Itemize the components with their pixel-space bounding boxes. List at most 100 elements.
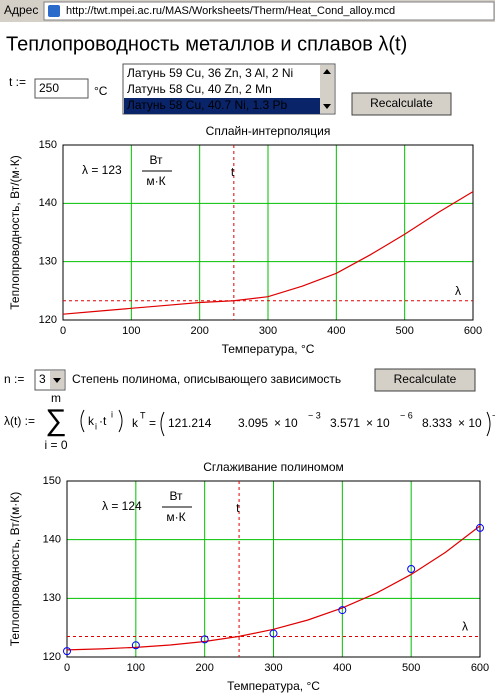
x-axis-label: Температура, °C [222, 342, 315, 356]
coef-base: × 10 [458, 416, 482, 430]
data-point [476, 523, 484, 532]
alloy-item[interactable]: Латунь 58 Cu, 40.7 Ni, 1.3 Pb [127, 98, 288, 112]
recalc-label[interactable]: Recalculate [370, 96, 433, 110]
vector-transpose: T [140, 410, 146, 420]
curve [62, 191, 474, 315]
data-point [131, 641, 140, 650]
term-mid: ·t [99, 414, 107, 428]
alloy-item[interactable]: Латунь 59 Cu, 36 Zn, 3 Al, 2 Ni [127, 66, 293, 80]
x-tick-label: 100 [127, 662, 145, 674]
x-axis-label: Температура, °C [227, 679, 320, 693]
x-tick-label: 600 [464, 325, 482, 337]
y-tick-label: 140 [39, 197, 57, 209]
data-point [269, 629, 278, 638]
alloy-rows: Латунь 59 Cu, 36 Zn, 3 Al, 2 Ni Латунь 58… [124, 66, 320, 114]
y-tick-label: 150 [43, 475, 61, 487]
recalc-button[interactable] [374, 368, 476, 392]
y-tick-label: 130 [39, 256, 57, 268]
annotation-unit-bottom: м·К [146, 174, 165, 188]
n-description: Степень полинома, описывающего зависимос… [72, 372, 341, 386]
chart: Сплайн-интерполяция 0 100 200 300 400 500 600 12… [8, 124, 482, 356]
selected-row [124, 98, 320, 114]
y-tick-label: 150 [39, 139, 57, 151]
coef-base: × 10 [274, 416, 298, 430]
coef-mantissa: 8.333 [422, 416, 452, 430]
page-icon [48, 5, 60, 17]
address-label: Адрес [4, 3, 38, 17]
annotation-unit-bottom: м·К [166, 510, 185, 524]
term-power: i [111, 409, 113, 419]
coef-exponent: − 3 [308, 410, 321, 420]
data-point [63, 647, 71, 656]
term: k [88, 414, 95, 428]
address-field[interactable] [43, 1, 495, 21]
coef-mantissa: 121.214 [168, 416, 212, 430]
x-tick-label: 500 [395, 325, 413, 337]
plot-frame [62, 144, 474, 321]
charts: Сплайн-интерполяция 0 100 200 300 400 500 600 12… [8, 124, 489, 693]
x-tick-label: 400 [333, 662, 351, 674]
term-index: i [95, 421, 97, 431]
x-tick-label: 100 [122, 325, 140, 337]
t-unit: °C [94, 84, 108, 98]
n-label: n := [4, 372, 24, 386]
alloy-item[interactable]: Латунь 58 Cu, 40 Zn, 2 Mn [127, 82, 272, 96]
sum-symbol: ∑ [45, 404, 66, 437]
scrollbar[interactable] [320, 65, 334, 113]
y-tick-label: 140 [43, 534, 61, 546]
x-tick-label: 400 [327, 325, 345, 337]
annotation-unit-top: Вт [169, 489, 183, 503]
coefficients: 121.214 3.095 × 10 − 3 3.571 × 10 − 6 8.333 × 10… [168, 410, 495, 430]
coef-exponent: − 6 [400, 410, 413, 420]
x-tick-label: 0 [60, 325, 66, 337]
chart-title: Сплайн-интерполяция [206, 124, 331, 138]
y-tick-label: 130 [43, 592, 61, 604]
n-arrow [53, 378, 61, 383]
formula-lhs: λ(t) := [4, 414, 35, 428]
sum-upper: m [51, 391, 61, 405]
x-tick-label: 0 [64, 662, 70, 674]
annotation-unit-top: Вт [149, 153, 163, 167]
t-label: t := [9, 75, 26, 89]
curve [66, 525, 481, 651]
recalc-button[interactable] [351, 92, 452, 116]
x-tick-label: 300 [264, 662, 282, 674]
term-parens [80, 409, 123, 433]
data-point [200, 635, 209, 644]
vector-eq: = [149, 416, 156, 430]
x-tick-label: 500 [402, 662, 420, 674]
y-axis-label: Теплопроводность, Вт/(м·К) [8, 492, 22, 647]
coef-base: × 10 [366, 416, 390, 430]
hline-label: λ [455, 284, 461, 298]
annotation: λ = 123 [82, 163, 122, 177]
y-tick-label: 120 [43, 651, 61, 663]
y-axis-label: Теплопроводность, Вт/(м·К) [8, 155, 22, 310]
page-title: Теплопроводность металлов и сплавов λ(t) [6, 33, 407, 55]
plot-frame [66, 480, 481, 658]
x-tick-label: 300 [259, 325, 277, 337]
x-tick-label: 200 [195, 662, 213, 674]
chart-title: Сглаживание полиномом [203, 460, 344, 474]
x-tick-label: 200 [190, 325, 208, 337]
t-value[interactable]: 250 [39, 81, 59, 95]
sum-lower: i = 0 [44, 438, 67, 452]
t-input[interactable] [34, 78, 89, 99]
coef-exponent: − 8 [492, 410, 495, 420]
y-tick-label: 120 [39, 314, 57, 326]
coef-mantissa: 3.571 [330, 416, 360, 430]
x-tick-label: 600 [471, 662, 489, 674]
vline-label: t [236, 501, 240, 515]
n-value[interactable]: 3 [39, 372, 46, 386]
vector-parens [160, 411, 491, 437]
url[interactable]: http://twt.mpei.ac.ru/MAS/Worksheets/The… [66, 5, 395, 17]
data-point [407, 565, 416, 573]
annotation: λ = 124 [102, 499, 142, 513]
vline-label: t [231, 165, 235, 179]
data-point [338, 606, 347, 615]
formula: λ(t) := m ∑ i = 0 k i ·t i k T = 121.214… [4, 391, 495, 452]
chart: Сглаживание полиномом 0 100 200 300 400 500 600… [8, 460, 489, 693]
recalc-label[interactable]: Recalculate [394, 372, 457, 386]
vector: k [132, 416, 139, 430]
coef-mantissa: 3.095 [238, 416, 268, 430]
